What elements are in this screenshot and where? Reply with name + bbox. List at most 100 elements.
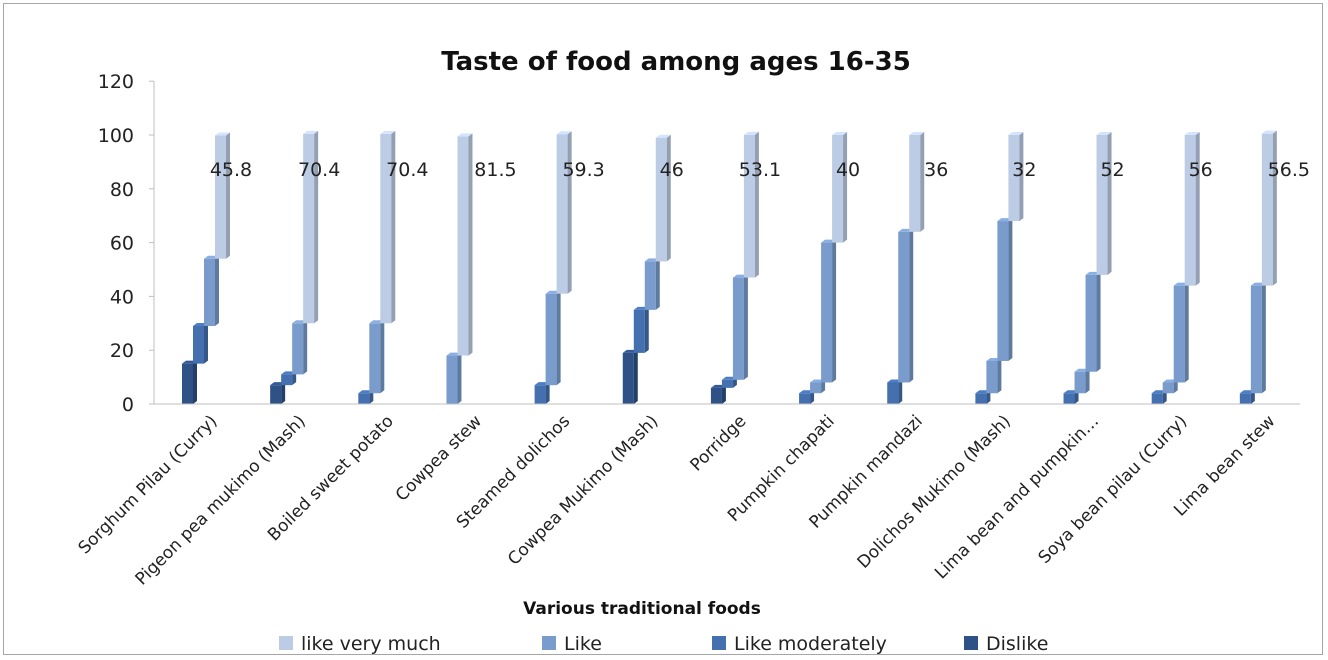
legend-item: Like xyxy=(542,633,602,654)
bar-side xyxy=(545,382,550,404)
legend-item: Like moderately xyxy=(712,633,887,654)
bar-face xyxy=(633,309,645,353)
bar-face xyxy=(655,137,667,262)
bar-segment xyxy=(622,349,638,404)
bar-face xyxy=(810,382,822,394)
bar-face xyxy=(1085,274,1097,372)
legend-swatch xyxy=(542,636,556,650)
bar-segment xyxy=(545,290,561,386)
x-tick-label: Soya bean pilau (Curry) xyxy=(1035,411,1192,568)
bar-side xyxy=(666,134,671,262)
bar-side xyxy=(1107,132,1112,275)
bar-face xyxy=(457,136,469,356)
bar-face xyxy=(193,325,204,364)
bar-side xyxy=(898,379,903,404)
bar-side xyxy=(909,228,914,383)
data-label: 40 xyxy=(836,159,860,181)
bar-side xyxy=(1184,282,1189,383)
bar-face xyxy=(1173,285,1185,383)
bar-face xyxy=(1063,393,1075,404)
bar-side xyxy=(556,290,561,386)
legend-label: Dislike xyxy=(986,633,1048,654)
bar-side xyxy=(920,132,925,232)
bar-side xyxy=(1162,390,1167,404)
bar-segment xyxy=(986,357,1002,394)
bar-side xyxy=(655,258,660,310)
legend-swatch xyxy=(712,636,726,650)
bar-face xyxy=(1074,371,1086,394)
bar-top xyxy=(215,132,230,136)
bar-side xyxy=(1096,271,1101,372)
bar-side xyxy=(193,360,197,404)
bar-top xyxy=(380,130,396,134)
bar-side xyxy=(1250,390,1255,404)
bar-side xyxy=(1074,390,1079,404)
bar-face xyxy=(534,385,546,404)
bar-top xyxy=(1008,132,1024,135)
bar-side xyxy=(986,390,991,404)
bar-side xyxy=(226,132,230,259)
bar-face xyxy=(622,352,634,404)
bar-top xyxy=(303,130,319,134)
bar-segment xyxy=(1008,132,1024,222)
data-label: 81.5 xyxy=(474,159,516,181)
bar-segment xyxy=(909,132,925,232)
y-tick-label: 80 xyxy=(110,179,134,201)
bar-face xyxy=(182,363,193,404)
data-label: 45.8 xyxy=(210,159,252,181)
x-tick-label: Cowpea stew xyxy=(392,411,486,505)
bar-top xyxy=(909,132,925,135)
bar-face xyxy=(204,258,215,326)
bar-side xyxy=(1173,379,1178,394)
bar-side xyxy=(1085,368,1090,394)
bar-segment xyxy=(898,228,914,383)
legend-label: Like moderately xyxy=(734,633,887,654)
bar-face xyxy=(721,379,733,388)
legend-label: like very much xyxy=(301,633,441,654)
bar-segment xyxy=(193,322,208,364)
bar-face xyxy=(743,134,755,278)
data-label: 32 xyxy=(1012,159,1036,181)
bar-side xyxy=(1272,130,1277,286)
bar-side xyxy=(567,131,572,294)
bar-segment xyxy=(1250,282,1266,394)
bar-face xyxy=(1151,393,1163,404)
bar-segment xyxy=(743,131,759,278)
bar-side xyxy=(215,255,219,326)
bar-face xyxy=(545,293,557,386)
bar-face xyxy=(1096,135,1108,275)
bar-segment xyxy=(369,320,385,394)
data-label: 36 xyxy=(924,159,948,181)
bar-side xyxy=(369,390,374,404)
bar-side xyxy=(754,131,759,278)
bar-segment xyxy=(887,379,903,404)
bar-side xyxy=(810,390,815,404)
bar-side xyxy=(743,274,748,380)
x-tick-label: Porridge xyxy=(686,411,750,475)
bar-segment xyxy=(182,360,197,404)
bar-segment xyxy=(1096,132,1112,275)
data-labels: 45.8 70.4 70.4 81.5 59.3 46 53.1 40 36 32 52 56 56.5 xyxy=(210,159,1310,181)
bar-segment xyxy=(556,131,572,294)
bar-segment xyxy=(215,132,230,259)
bar-side xyxy=(292,371,297,386)
legend: like very much Like Like moderately Dislike xyxy=(279,633,1048,654)
bar-top xyxy=(1184,132,1200,135)
bar-side xyxy=(633,349,638,404)
bar-face xyxy=(1184,135,1196,286)
bar-face xyxy=(303,133,315,324)
y-tick-label: 0 xyxy=(122,394,134,416)
legend-item: Dislike xyxy=(964,633,1048,654)
data-label: 46 xyxy=(660,159,684,181)
bar-top xyxy=(1096,132,1112,135)
legend-swatch xyxy=(964,636,978,650)
y-axis: 0 20 40 60 80 100 120 xyxy=(98,71,155,416)
bar-side xyxy=(1008,218,1013,361)
bar-top xyxy=(832,132,848,135)
chart-canvas: Taste of food among ages 16-35 0 20 40 60 80… xyxy=(75,47,1310,654)
bar-face xyxy=(1250,285,1262,394)
bar-segment xyxy=(1261,130,1277,286)
bar-top xyxy=(556,131,572,135)
bar-face xyxy=(369,323,381,394)
bar-segment xyxy=(644,258,660,310)
